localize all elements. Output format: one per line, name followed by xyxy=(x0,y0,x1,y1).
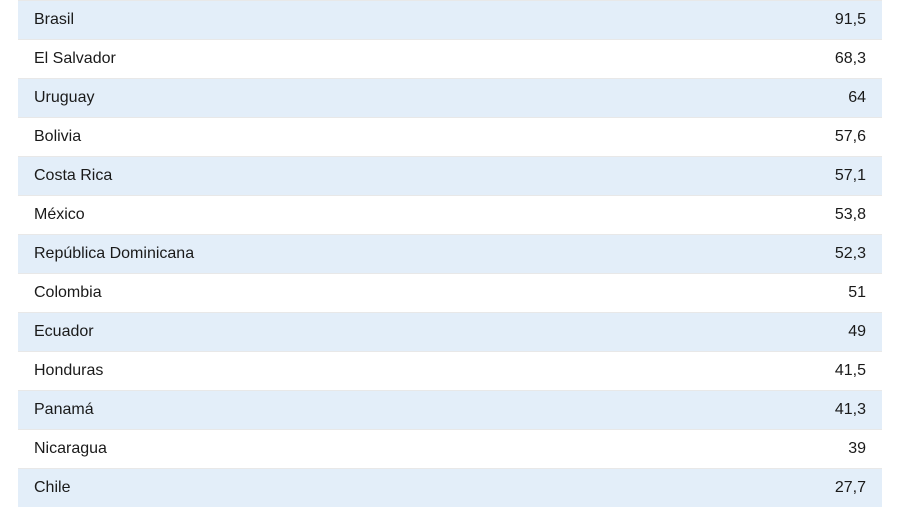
table-row: Uruguay 64 xyxy=(18,78,882,117)
table-row: Honduras 41,5 xyxy=(18,351,882,390)
table-row: Bolivia 57,6 xyxy=(18,117,882,156)
value-cell: 41,3 xyxy=(835,401,866,419)
country-cell: Bolivia xyxy=(34,128,81,146)
data-table: Brasil 91,5 El Salvador 68,3 Uruguay 64 … xyxy=(0,0,900,507)
country-cell: Uruguay xyxy=(34,89,94,107)
country-cell: Costa Rica xyxy=(34,167,112,185)
country-cell: México xyxy=(34,206,85,224)
country-cell: Nicaragua xyxy=(34,440,107,458)
value-cell: 52,3 xyxy=(835,245,866,263)
value-cell: 53,8 xyxy=(835,206,866,224)
value-cell: 64 xyxy=(848,89,866,107)
table-row: Panamá 41,3 xyxy=(18,390,882,429)
value-cell: 41,5 xyxy=(835,362,866,380)
table-row: El Salvador 68,3 xyxy=(18,39,882,78)
table-row: Brasil 91,5 xyxy=(18,0,882,39)
country-cell: El Salvador xyxy=(34,50,116,68)
country-cell: República Dominicana xyxy=(34,245,194,263)
country-cell: Brasil xyxy=(34,11,74,29)
country-cell: Panamá xyxy=(34,401,94,419)
table-row: Ecuador 49 xyxy=(18,312,882,351)
table-row: Costa Rica 57,1 xyxy=(18,156,882,195)
value-cell: 39 xyxy=(848,440,866,458)
value-cell: 49 xyxy=(848,323,866,341)
value-cell: 57,6 xyxy=(835,128,866,146)
value-cell: 27,7 xyxy=(835,479,866,497)
value-cell: 68,3 xyxy=(835,50,866,68)
value-cell: 51 xyxy=(848,284,866,302)
value-cell: 57,1 xyxy=(835,167,866,185)
table-row: Colombia 51 xyxy=(18,273,882,312)
country-cell: Ecuador xyxy=(34,323,94,341)
country-cell: Chile xyxy=(34,479,70,497)
country-cell: Colombia xyxy=(34,284,102,302)
value-cell: 91,5 xyxy=(835,11,866,29)
table-row: México 53,8 xyxy=(18,195,882,234)
table-row: Nicaragua 39 xyxy=(18,429,882,468)
table-row: Chile 27,7 xyxy=(18,468,882,507)
country-cell: Honduras xyxy=(34,362,103,380)
table-row: República Dominicana 52,3 xyxy=(18,234,882,273)
